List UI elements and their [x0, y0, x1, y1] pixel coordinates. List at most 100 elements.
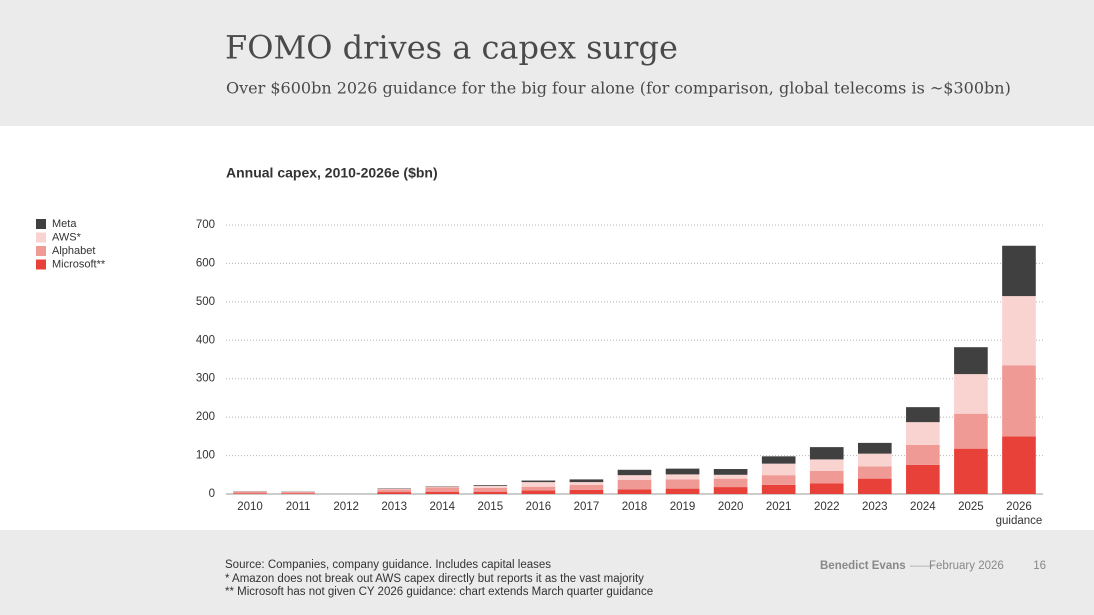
- bar-segment: [954, 347, 988, 375]
- bar-segment: [569, 489, 604, 494]
- x-tick-label: 2013: [381, 501, 407, 513]
- separator: ——: [910, 560, 934, 572]
- y-tick-label: 500: [196, 296, 215, 308]
- footer-band: [0, 530, 1094, 615]
- y-tick-label: 700: [196, 219, 215, 231]
- slide-subtitle: Over $600bn 2026 guidance for the big fo…: [226, 79, 1011, 98]
- bar-segment: [233, 491, 267, 494]
- bar-segment: [521, 480, 556, 483]
- y-tick-label: 400: [196, 334, 215, 346]
- bar-segment: [713, 474, 748, 479]
- bar-segment: [857, 478, 892, 494]
- bar-segment: [665, 488, 700, 494]
- x-tick-label: 2016: [526, 501, 552, 513]
- legend-swatch: [36, 232, 46, 243]
- legend-swatch: [36, 259, 46, 270]
- bar-segment: [377, 492, 412, 494]
- bar-segment: [713, 487, 748, 494]
- bar-segment: [1002, 296, 1036, 366]
- bar-segment: [377, 488, 412, 490]
- bar-segment: [809, 483, 844, 494]
- x-tick-label: 2020: [718, 501, 744, 513]
- bar-segment: [906, 407, 940, 423]
- bar-segment: [1002, 436, 1036, 494]
- bar-segment: [906, 422, 940, 445]
- bar-segment: [617, 489, 652, 494]
- x-tick-label: 2018: [622, 501, 648, 513]
- x-tick-label: 2019: [670, 501, 696, 513]
- bar-segment: [665, 474, 700, 480]
- x-tick-label: 2012: [333, 501, 359, 513]
- legend-label: Alphabet: [52, 245, 95, 257]
- footnote: ** Microsoft has not given CY 2026 guida…: [225, 586, 653, 598]
- bar-segment: [857, 466, 892, 479]
- footer: Source: Companies, company guidance. Inc…: [225, 559, 1046, 598]
- bar-segment: [617, 479, 652, 490]
- bar-segment: [713, 469, 748, 475]
- bar-segment: [761, 484, 796, 494]
- page-number: 16: [1033, 560, 1046, 572]
- y-tick-label: 0: [209, 488, 215, 500]
- footnote: Source: Companies, company guidance. Inc…: [225, 559, 551, 571]
- x-tick-label: 2026 guidance: [996, 501, 1043, 527]
- bar-segment: [1002, 365, 1036, 437]
- x-tick-label: 2024: [910, 501, 936, 513]
- bar-segment: [425, 486, 460, 488]
- bar-segment: [521, 490, 556, 494]
- bar-segment: [761, 463, 796, 476]
- bar-segment: [954, 413, 988, 449]
- bar-segment: [954, 374, 988, 414]
- bar-segment: [473, 485, 508, 486]
- bar-segment: [809, 459, 844, 471]
- chart-title: Annual capex, 2010-2026e ($bn): [226, 165, 438, 181]
- bar-segment: [906, 444, 940, 465]
- x-tick-label: 2011: [286, 501, 311, 513]
- x-tick-label: 2014: [429, 501, 455, 513]
- footnote: * Amazon does not break out AWS capex di…: [225, 573, 644, 585]
- legend-label: AWS*: [52, 231, 82, 243]
- bar-segment: [761, 456, 796, 464]
- bar-segment: [473, 485, 508, 488]
- bar-segment: [665, 468, 700, 475]
- bar-segment: [569, 484, 604, 490]
- bar-segment: [569, 479, 604, 483]
- bar-segment: [906, 464, 940, 494]
- x-tick-label: 2017: [574, 501, 600, 513]
- slide-title: FOMO drives a capex surge: [225, 29, 678, 67]
- legend-label: Meta: [52, 218, 77, 230]
- legend-swatch: [36, 219, 46, 229]
- bar-segment: [713, 478, 748, 488]
- bar-segment: [377, 489, 412, 493]
- bar-segment: [521, 486, 556, 491]
- x-tick-label: 2021: [766, 501, 792, 513]
- bar-segment: [521, 482, 556, 487]
- bar-segment: [425, 491, 460, 494]
- y-tick-label: 600: [196, 257, 215, 269]
- y-tick-label: 200: [196, 411, 215, 423]
- bar-segment: [665, 479, 700, 489]
- bar-segment: [954, 448, 988, 494]
- x-tick-label: 2023: [862, 501, 888, 513]
- bar-segment: [617, 475, 652, 480]
- legend-label: Microsoft**: [52, 258, 106, 270]
- bar-segment: [761, 475, 796, 485]
- bar-segment: [569, 482, 604, 485]
- y-tick-label: 300: [196, 373, 215, 385]
- bar-segment: [473, 487, 508, 492]
- bar-segment: [809, 447, 844, 460]
- bar-segment: [281, 492, 315, 494]
- y-tick-label: 100: [196, 450, 215, 462]
- date: February 2026: [929, 560, 1004, 572]
- bar-segment: [473, 491, 508, 494]
- bar-segment: [425, 487, 460, 492]
- bar-segment: [857, 442, 892, 454]
- bar-segment: [1002, 245, 1036, 297]
- bar-segment: [857, 453, 892, 467]
- x-tick-label: 2022: [814, 501, 840, 513]
- bar-segment: [809, 470, 844, 484]
- x-tick-label: 2025: [958, 501, 984, 513]
- x-tick-label: 2015: [478, 501, 504, 513]
- bar-segment: [281, 493, 315, 494]
- x-tick-label: 2010: [237, 501, 263, 513]
